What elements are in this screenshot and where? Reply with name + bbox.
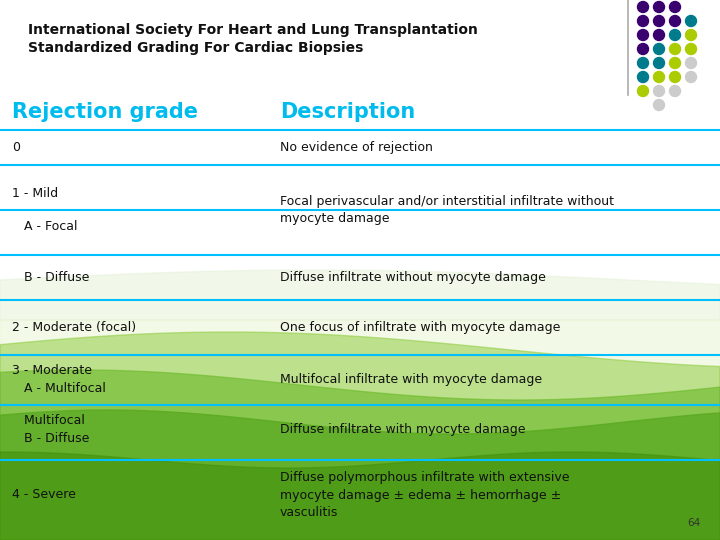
Circle shape — [637, 44, 649, 55]
Circle shape — [685, 71, 696, 83]
Circle shape — [670, 30, 680, 40]
Text: Multifocal infiltrate with myocyte damage: Multifocal infiltrate with myocyte damag… — [280, 374, 542, 387]
Circle shape — [637, 85, 649, 97]
Circle shape — [637, 16, 649, 26]
Circle shape — [637, 71, 649, 83]
Text: Diffuse infiltrate without myocyte damage: Diffuse infiltrate without myocyte damag… — [280, 271, 546, 284]
Circle shape — [685, 44, 696, 55]
Text: 3 - Moderate: 3 - Moderate — [12, 364, 92, 377]
Text: Focal perivascular and/or interstitial infiltrate without
myocyte damage: Focal perivascular and/or interstitial i… — [280, 195, 614, 225]
Circle shape — [685, 57, 696, 69]
Circle shape — [654, 44, 665, 55]
Text: 0: 0 — [12, 141, 20, 154]
Text: Rejection grade: Rejection grade — [12, 102, 198, 122]
Text: International Society For Heart and Lung Transplantation: International Society For Heart and Lung… — [28, 23, 478, 37]
Text: Standardized Grading For Cardiac Biopsies: Standardized Grading For Cardiac Biopsie… — [28, 41, 364, 55]
Circle shape — [670, 57, 680, 69]
Circle shape — [637, 30, 649, 40]
Circle shape — [670, 44, 680, 55]
Text: No evidence of rejection: No evidence of rejection — [280, 141, 433, 154]
Circle shape — [670, 85, 680, 97]
Circle shape — [654, 30, 665, 40]
Circle shape — [654, 85, 665, 97]
Circle shape — [685, 16, 696, 26]
Circle shape — [654, 71, 665, 83]
Circle shape — [670, 2, 680, 12]
Circle shape — [670, 16, 680, 26]
Circle shape — [654, 57, 665, 69]
Text: 64: 64 — [687, 518, 700, 528]
Circle shape — [654, 16, 665, 26]
Text: B - Diffuse: B - Diffuse — [12, 271, 89, 284]
Circle shape — [637, 2, 649, 12]
Text: Description: Description — [280, 102, 415, 122]
Text: 1 - Mild: 1 - Mild — [12, 187, 58, 200]
Circle shape — [654, 2, 665, 12]
Text: 2 - Moderate (focal): 2 - Moderate (focal) — [12, 321, 136, 334]
Circle shape — [637, 57, 649, 69]
Text: One focus of infiltrate with myocyte damage: One focus of infiltrate with myocyte dam… — [280, 321, 560, 334]
Text: B - Diffuse: B - Diffuse — [12, 433, 89, 446]
Text: Multifocal: Multifocal — [12, 415, 85, 428]
Text: A - Multifocal: A - Multifocal — [12, 382, 106, 395]
Circle shape — [685, 30, 696, 40]
Text: 4 - Severe: 4 - Severe — [12, 489, 76, 502]
Text: Diffuse infiltrate with myocyte damage: Diffuse infiltrate with myocyte damage — [280, 423, 526, 436]
Text: A - Focal: A - Focal — [12, 220, 78, 233]
Circle shape — [670, 71, 680, 83]
Text: Diffuse polymorphous infiltrate with extensive
myocyte damage ± edema ± hemorrha: Diffuse polymorphous infiltrate with ext… — [280, 471, 570, 518]
Circle shape — [654, 99, 665, 111]
